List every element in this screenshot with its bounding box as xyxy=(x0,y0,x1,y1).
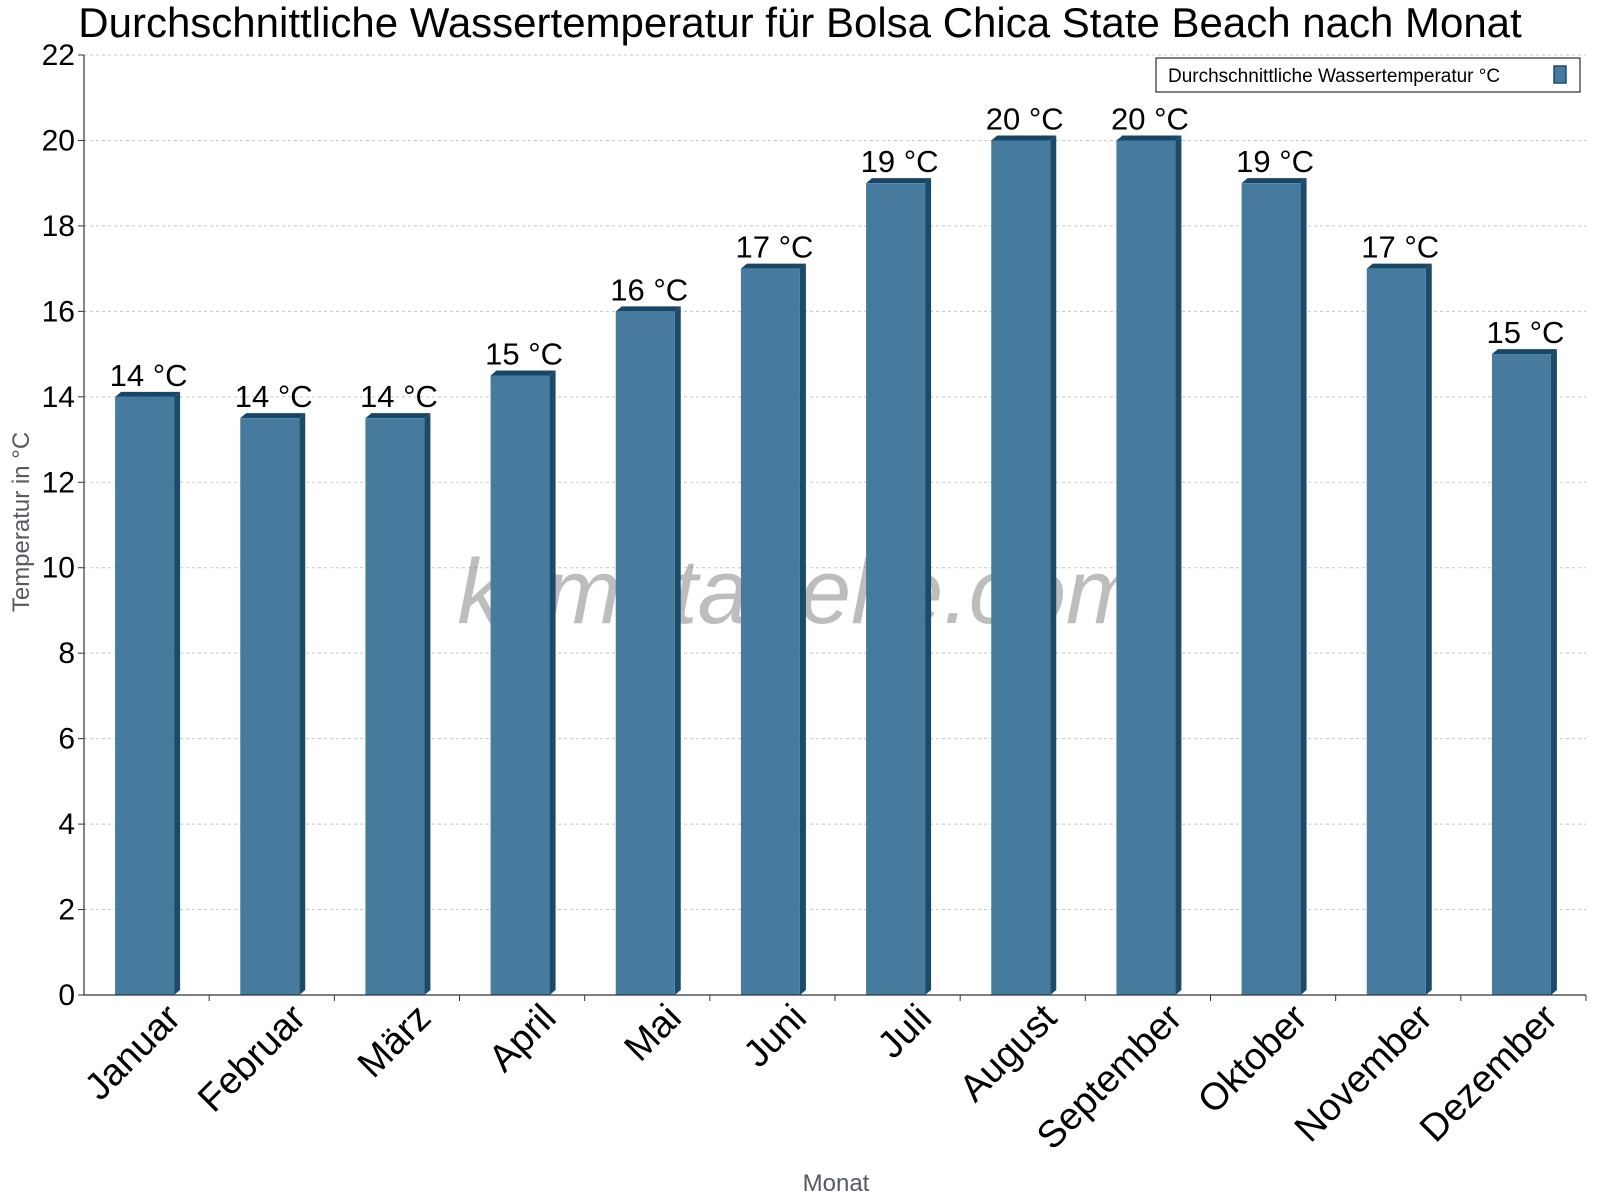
y-axis-ticks: 0 2 4 6 8 10 12 14 16 18 20 22 xyxy=(42,39,84,1012)
bar xyxy=(1366,263,1432,995)
bar-side xyxy=(1300,178,1307,995)
bar-side xyxy=(1425,263,1432,995)
data-label: 16 °C xyxy=(610,272,688,307)
x-tick-label: Januar xyxy=(77,996,189,1108)
y-axis-title: Temperatur in °C xyxy=(8,432,35,612)
bar-side xyxy=(925,178,932,995)
bar-top xyxy=(866,178,932,184)
y-tick-label: 20 xyxy=(42,124,75,157)
data-label: 14 °C xyxy=(235,379,313,414)
y-tick-label: 8 xyxy=(58,637,75,670)
bar xyxy=(1116,135,1182,996)
data-label: 14 °C xyxy=(110,358,188,393)
legend: Durchschnittliche Wassertemperatur °C xyxy=(1155,57,1581,93)
bar-face xyxy=(991,140,1051,996)
bar xyxy=(1241,178,1307,995)
data-label: 20 °C xyxy=(1111,101,1189,136)
bar xyxy=(365,413,431,995)
data-label: 17 °C xyxy=(1361,230,1439,265)
bar xyxy=(615,306,681,995)
x-tick-label: Februar xyxy=(190,996,314,1120)
bar-face xyxy=(240,418,300,995)
bar xyxy=(991,135,1057,996)
x-tick-label: Juni xyxy=(736,997,815,1076)
y-tick-label: 16 xyxy=(42,295,75,328)
bar-series xyxy=(115,135,1557,996)
y-tick-label: 2 xyxy=(58,894,75,927)
bar-face xyxy=(866,183,926,995)
bar-side xyxy=(174,391,181,995)
data-label: 14 °C xyxy=(360,379,438,414)
bar-top xyxy=(1116,135,1182,141)
bar xyxy=(866,178,932,995)
x-axis-title: Monat xyxy=(803,1170,870,1197)
bar-top xyxy=(115,391,181,397)
bar-top xyxy=(991,135,1057,141)
bar-side xyxy=(299,413,306,995)
bar-top xyxy=(615,306,681,312)
bar-face xyxy=(1116,140,1176,996)
axes xyxy=(83,55,1586,996)
bar-side xyxy=(1050,135,1057,996)
bar-top xyxy=(740,263,806,269)
chart-title: Durchschnittliche Wassertemperatur für B… xyxy=(78,0,1522,46)
bar-face xyxy=(615,311,675,995)
bar-side xyxy=(549,370,556,995)
legend-swatch xyxy=(1553,65,1567,84)
bar-top xyxy=(1491,349,1557,355)
y-tick-label: 0 xyxy=(58,979,75,1012)
data-label: 15 °C xyxy=(485,336,563,371)
bar-face xyxy=(1491,354,1551,995)
bar-face xyxy=(490,375,550,995)
data-labels: 14 °C 14 °C 14 °C 15 °C 16 °C 17 °C 19 °C 20 °C… xyxy=(110,101,1565,414)
y-tick-label: 18 xyxy=(42,210,75,243)
bar-top xyxy=(365,413,431,419)
x-tick-label: März xyxy=(350,997,439,1086)
data-label: 19 °C xyxy=(1236,144,1314,179)
data-label: 19 °C xyxy=(861,144,939,179)
bar-top xyxy=(490,370,556,376)
x-tick-label: April xyxy=(481,997,564,1080)
bar xyxy=(490,370,556,995)
y-tick-label: 12 xyxy=(42,466,75,499)
bar-side xyxy=(1550,349,1557,995)
data-label: 15 °C xyxy=(1486,315,1564,350)
data-label: 20 °C xyxy=(986,101,1064,136)
bar xyxy=(740,263,806,995)
bar-face xyxy=(1241,183,1301,995)
y-tick-label: 14 xyxy=(42,381,75,414)
y-tick-label: 4 xyxy=(58,808,75,841)
bar-side xyxy=(674,306,681,995)
y-tick-label: 22 xyxy=(42,39,75,72)
x-tick-label: August xyxy=(952,996,1066,1110)
bar xyxy=(240,413,306,995)
data-label: 17 °C xyxy=(735,230,813,265)
bar-face xyxy=(115,396,175,995)
bar-top xyxy=(240,413,306,419)
bar-top xyxy=(1241,178,1307,184)
x-tick-label: Dezember xyxy=(1412,996,1566,1150)
x-axis-ticks: Januar Februar März April Mai Juni Juli AugustS… xyxy=(77,995,1587,1158)
bar-top xyxy=(1366,263,1432,269)
bar-face xyxy=(365,418,425,995)
bar-side xyxy=(799,263,806,995)
bar xyxy=(1491,349,1557,995)
legend-label: Durchschnittliche Wassertemperatur °C xyxy=(1168,66,1500,87)
bar-face xyxy=(740,268,800,995)
x-tick-label: Mai xyxy=(617,997,690,1070)
bar xyxy=(115,391,181,995)
x-tick-label: Oktober xyxy=(1190,996,1316,1122)
gridlines xyxy=(84,54,1586,911)
legend-box xyxy=(1155,57,1581,93)
y-tick-label: 6 xyxy=(58,723,75,756)
bar-face xyxy=(1366,268,1426,995)
bar-side xyxy=(1175,135,1182,996)
y-tick-label: 10 xyxy=(42,552,75,585)
x-tick-label: Juli xyxy=(870,997,940,1067)
bar-side xyxy=(424,413,431,995)
